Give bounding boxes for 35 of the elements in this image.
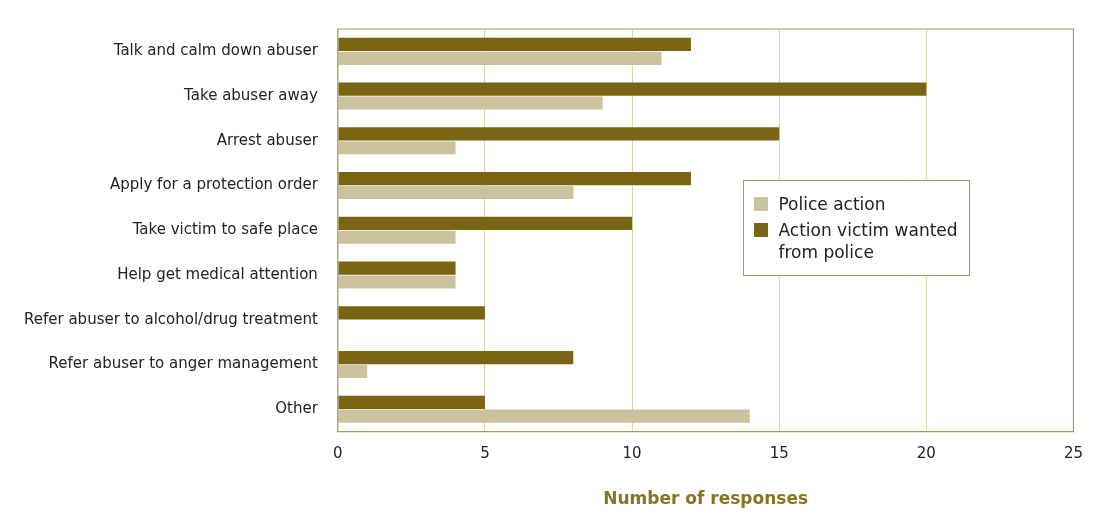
- bar: [338, 141, 456, 155]
- y-tick-label: Apply for a protection order: [109, 175, 319, 194]
- bar: [338, 395, 485, 409]
- x-tick-label: 10: [622, 444, 642, 463]
- legend-label: Police action: [778, 193, 886, 216]
- legend-label: Action victim wanted from police: [778, 219, 959, 264]
- y-tick-label: Take abuser away: [183, 85, 318, 104]
- bar: [338, 37, 691, 52]
- bar: [338, 275, 456, 289]
- bar: [338, 172, 691, 186]
- bar: [338, 216, 633, 230]
- y-tick-label: Take victim to safe place: [131, 220, 318, 239]
- bar: [338, 127, 780, 141]
- bar: [338, 261, 456, 275]
- y-tick-label: Other: [275, 399, 319, 418]
- x-tick-label: 25: [1063, 444, 1083, 463]
- bar: [338, 306, 485, 320]
- bar: [338, 96, 603, 110]
- bar: [338, 364, 368, 379]
- x-tick-label: 15: [769, 444, 789, 463]
- x-tick-label: 0: [333, 444, 343, 463]
- y-tick-label: Help get medical attention: [117, 264, 318, 283]
- bar: [338, 82, 927, 96]
- y-tick-label: Refer abuser to anger management: [48, 354, 318, 373]
- bar: [338, 185, 574, 200]
- bar: [338, 230, 456, 244]
- x-tick-label: 5: [480, 444, 490, 463]
- y-tick-label: Refer abuser to alcohol/drug treatment: [23, 309, 318, 328]
- bar: [338, 350, 574, 365]
- bar: [338, 51, 662, 65]
- x-tick-label: 20: [916, 444, 936, 463]
- bar: [338, 409, 750, 423]
- y-tick-label: Talk and calm down abuser: [112, 41, 319, 60]
- y-tick-label: Arrest abuser: [216, 130, 319, 149]
- x-axis-title: Number of responses: [603, 488, 809, 509]
